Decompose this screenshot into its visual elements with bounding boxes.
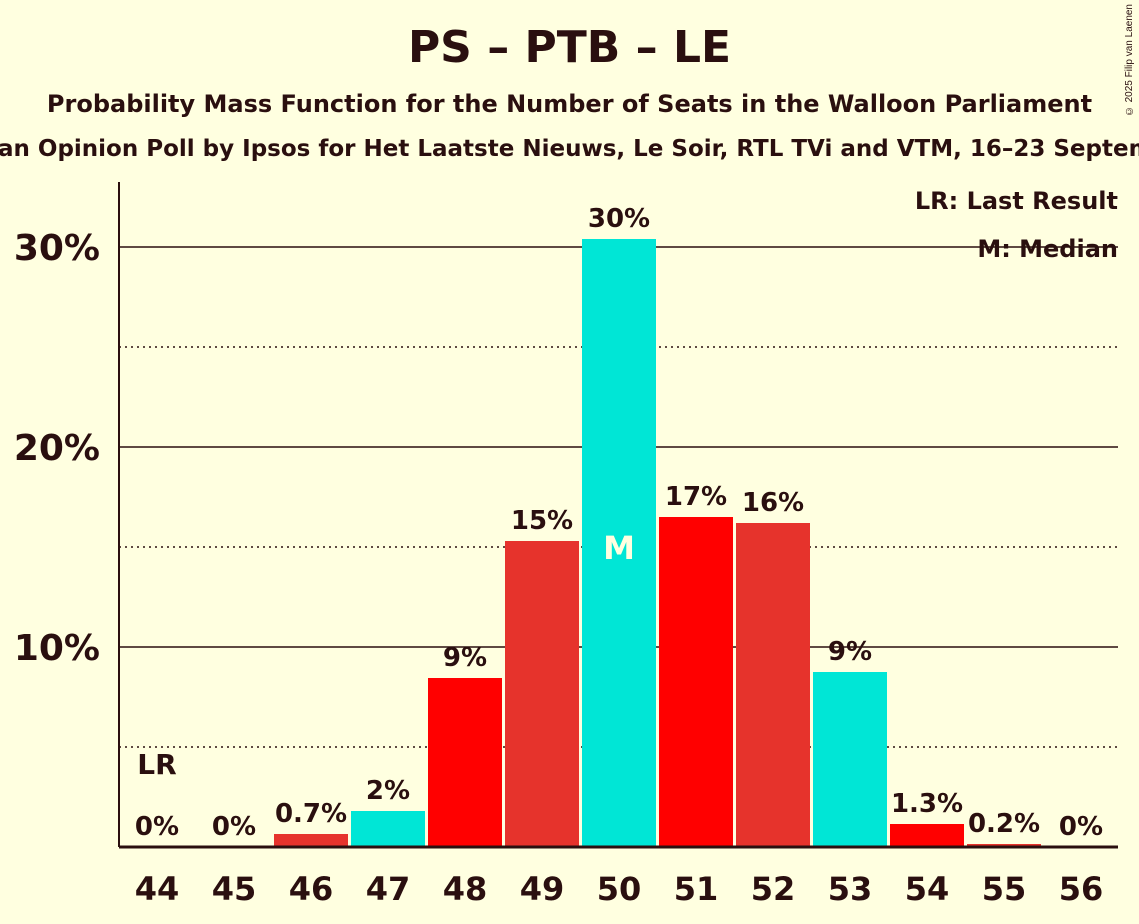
y-tick-label: 10% [14, 628, 100, 669]
x-tick-label: 47 [366, 870, 411, 908]
median-marker: M [603, 529, 635, 567]
x-tick-label: 52 [751, 870, 796, 908]
bar-52 [736, 523, 810, 847]
bar-53 [813, 672, 887, 847]
data-label-53: 9% [828, 637, 872, 667]
bar-51 [659, 517, 733, 847]
chart-title: PS – PTB – LE [407, 22, 732, 73]
y-tick-label: 20% [14, 428, 100, 469]
bar-47 [351, 811, 425, 847]
data-label-47: 2% [366, 776, 410, 806]
x-tick-label: 50 [597, 870, 642, 908]
y-tick-label: 30% [14, 228, 100, 269]
x-tick-label: 55 [982, 870, 1027, 908]
x-tick-label: 53 [828, 870, 873, 908]
x-tick-label: 46 [289, 870, 334, 908]
data-label-46: 0.7% [275, 799, 347, 829]
x-tick-label: 45 [212, 870, 257, 908]
bar-48 [428, 678, 502, 847]
x-tick-label: 51 [674, 870, 719, 908]
data-label-44: 0% [135, 812, 179, 842]
data-label-45: 0% [212, 812, 256, 842]
bar-46 [274, 834, 348, 847]
chart-subtitle: Probability Mass Function for the Number… [46, 90, 1093, 118]
data-label-52: 16% [742, 488, 804, 518]
last-result-marker: LR [137, 748, 176, 781]
data-label-55: 0.2% [968, 809, 1040, 839]
x-tick-label: 56 [1059, 870, 1104, 908]
bar-50 [582, 239, 656, 847]
legend-median: M: Median [977, 235, 1118, 263]
x-tick-label: 44 [135, 870, 180, 908]
x-tick-label: 48 [443, 870, 488, 908]
x-tick-label: 54 [905, 870, 950, 908]
chart-source: Based on an Opinion Poll by Ipsos for He… [0, 136, 1139, 162]
data-label-51: 17% [665, 482, 727, 512]
data-label-54: 1.3% [891, 789, 963, 819]
bar-54 [890, 824, 964, 847]
data-label-56: 0% [1059, 812, 1103, 842]
bar-49 [505, 541, 579, 847]
legend-last-result: LR: Last Result [915, 187, 1118, 215]
data-label-48: 9% [443, 643, 487, 673]
data-label-50: 30% [588, 204, 650, 234]
x-tick-label: 49 [520, 870, 565, 908]
data-label-49: 15% [511, 506, 573, 536]
